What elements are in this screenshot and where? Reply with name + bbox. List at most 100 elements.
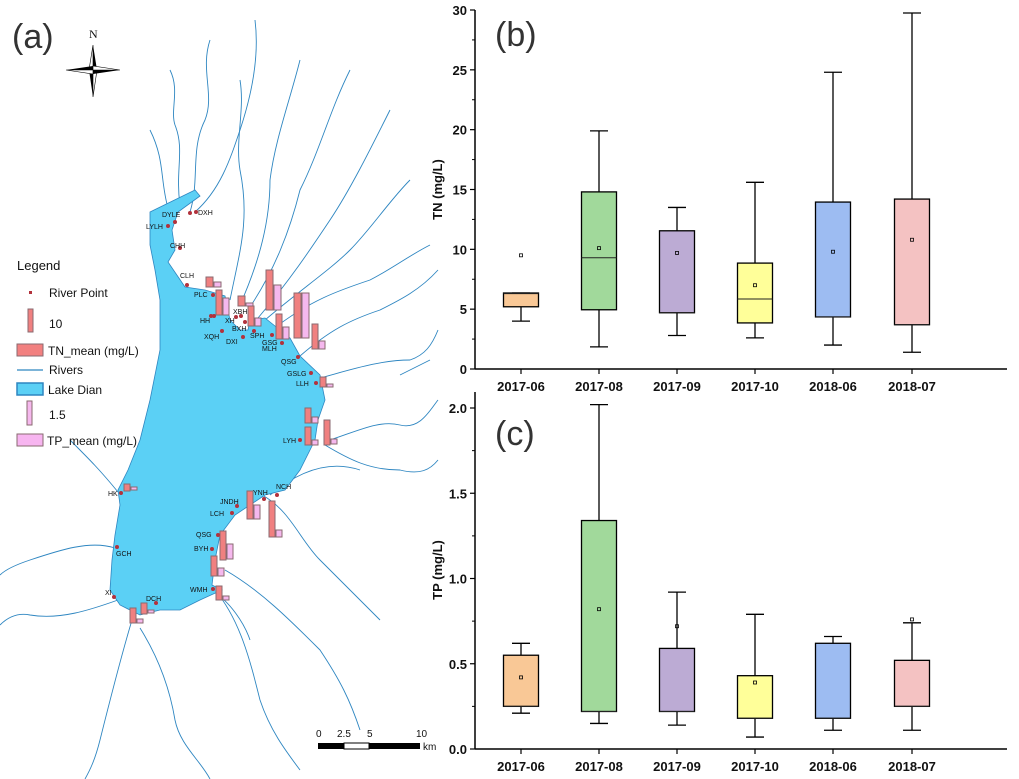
box-2017-08 <box>580 191 618 311</box>
x-tick-label: 2017-08 <box>575 759 623 774</box>
site-label: QSG <box>196 532 212 539</box>
site-label: DYLE <box>162 212 181 219</box>
site-label: GSLG <box>287 371 306 378</box>
site-label: DCH <box>146 596 161 603</box>
box-2018-07 <box>893 659 931 708</box>
site-label: LCH <box>210 511 224 518</box>
tn-tp-bars <box>123 269 338 624</box>
site-label: XBH <box>233 309 247 316</box>
y-tick-label: 25 <box>453 63 467 78</box>
site-label: DXI <box>226 339 238 346</box>
panel-label-a: (a) <box>12 18 54 56</box>
mean-marker <box>831 249 835 254</box>
legend-tp-mean: TP_mean (mg/L) <box>47 434 137 448</box>
box-2017-06 <box>502 654 540 708</box>
legend-tn-scale: 10 <box>49 317 63 331</box>
y-tick-label: 20 <box>453 123 467 138</box>
site-label: GSG <box>262 340 278 347</box>
site-label: HK <box>108 491 118 498</box>
site-label: YNH <box>253 490 268 497</box>
y-tick-label: 1.0 <box>449 572 467 587</box>
site-label: LYH <box>283 438 296 445</box>
site-label: XI <box>105 590 112 597</box>
site-label: QSG <box>281 359 297 366</box>
site-label: LLH <box>296 381 309 388</box>
x-tick-label: 2017-10 <box>731 759 779 774</box>
scale-label: 0 <box>316 729 322 740</box>
legend-tn-mean: TN_mean (mg/L) <box>48 344 139 358</box>
mean-marker <box>910 617 914 622</box>
scale-label: 2.5 <box>337 729 351 740</box>
site-label: GCH <box>116 551 132 558</box>
box-2018-07 <box>893 198 931 326</box>
x-tick-label: 2018-07 <box>888 379 936 394</box>
y-tick-label: 0 <box>460 362 467 377</box>
tp-scale-bar-icon <box>26 400 33 426</box>
site-label: JNDH <box>220 499 239 506</box>
mean-marker <box>675 624 679 629</box>
site-label: XQH <box>204 334 219 341</box>
box-2017-09 <box>658 230 696 314</box>
y-tick-label: 1.5 <box>449 486 467 501</box>
panel-label: (c) <box>495 415 535 453</box>
box-2017-09 <box>658 647 696 713</box>
site-label: BXH <box>232 326 246 333</box>
lake-dian <box>109 189 326 616</box>
box-2017-06 <box>502 292 540 308</box>
north-label: N <box>89 27 98 41</box>
site-label: XH <box>225 318 235 325</box>
y-tick-label: 30 <box>453 3 467 18</box>
x-tick-label: 2017-08 <box>575 379 623 394</box>
tn-mean-swatch <box>16 343 44 357</box>
box-2017-08 <box>580 519 618 713</box>
site-label: BYH <box>194 546 208 553</box>
x-tick-label: 2017-09 <box>653 759 701 774</box>
site-label: HH <box>200 318 210 325</box>
scale-label: 5 <box>367 729 373 740</box>
x-tick-label: 2018-06 <box>809 379 857 394</box>
mean-marker <box>597 246 601 251</box>
site-label: DXH <box>198 210 213 217</box>
mean-marker <box>910 237 914 242</box>
site-label: WMH <box>190 587 208 594</box>
y-tick-label: 15 <box>453 183 467 198</box>
mean-marker <box>753 680 757 685</box>
legend-title: Legend <box>17 258 60 273</box>
site-label: NCH <box>276 484 291 491</box>
x-tick-label: 2017-09 <box>653 379 701 394</box>
site-label: CLH <box>180 273 194 280</box>
x-tick-label: 2017-10 <box>731 379 779 394</box>
mean-marker <box>597 607 601 612</box>
y-tick-label: 0.5 <box>449 657 467 672</box>
panel-label: (b) <box>495 16 537 54</box>
mean-marker <box>753 283 757 288</box>
site-label: SPH <box>250 333 264 340</box>
lake-dian-swatch <box>16 382 44 396</box>
river-point-icon <box>29 291 32 294</box>
y-tick-label: 5 <box>460 302 467 317</box>
river-points <box>112 210 318 605</box>
y-tick-label: 0.0 <box>449 742 467 757</box>
legend-rivers: Rivers <box>49 363 83 377</box>
y-tick-label: 10 <box>453 242 467 257</box>
tp-box-chart: 0.00.51.01.52.0TP (mg/L)(c)2017-06 2017-0… <box>430 392 1007 774</box>
legend-river-point: River Point <box>49 286 108 300</box>
mean-marker <box>519 253 523 258</box>
box-2017-10 <box>736 262 774 324</box>
x-tick-label: 2017-06 <box>497 759 545 774</box>
tn-scale-bar-icon <box>27 308 34 333</box>
x-tick-label: 2018-07 <box>888 759 936 774</box>
site-label: LYLH <box>146 224 163 231</box>
mean-marker <box>675 251 679 255</box>
site-label: MLH <box>262 346 277 353</box>
north-arrow-icon: N <box>65 27 121 98</box>
tp-mean-swatch <box>16 433 44 447</box>
y-tick-label: 2.0 <box>449 401 467 416</box>
box-2018-06 <box>814 201 852 318</box>
scale-label: 10 <box>416 729 428 740</box>
legend-tp-scale: 1.5 <box>49 408 66 422</box>
mean-marker <box>519 675 523 680</box>
x-tick-label: 2017-06 <box>497 379 545 394</box>
legend-lake-dian: Lake Dian <box>48 383 102 397</box>
